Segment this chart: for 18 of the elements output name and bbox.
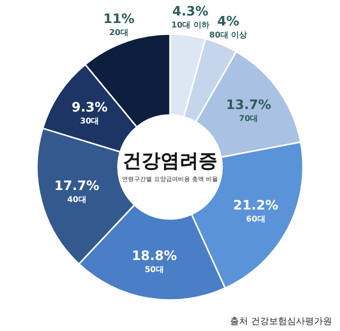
slice-label: 70대 <box>239 114 258 124</box>
data-label: 21.2% <box>233 198 278 214</box>
slice-label: 20대 <box>109 28 128 37</box>
slice-label: 80대 이상 <box>209 30 248 40</box>
data-label: 4% <box>217 14 240 30</box>
data-label: 11% <box>103 12 134 27</box>
text: 건강염려증 <box>122 150 218 172</box>
slice-label: 50대 <box>144 265 164 274</box>
data-label: 13.7% <box>226 98 272 114</box>
data-label: 9.3% <box>72 100 108 116</box>
data-label: 4.3% <box>172 4 208 20</box>
slice-label: 40대 <box>67 194 86 204</box>
data-label: 18.8% <box>132 249 177 264</box>
source-note: 출처 건강보험심사평가원 <box>230 317 332 327</box>
slice-label: 10대 이하 <box>171 20 210 30</box>
slice-label: 60대 <box>246 214 266 224</box>
data-label: 17.7% <box>54 178 100 194</box>
slice-label: 30대 <box>80 116 100 126</box>
